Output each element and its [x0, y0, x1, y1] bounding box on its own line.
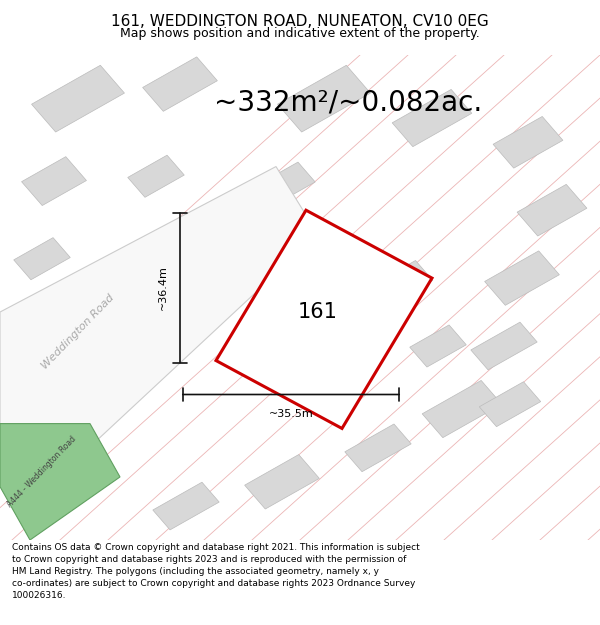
Text: ~332m²/~0.082ac.: ~332m²/~0.082ac.	[214, 89, 482, 117]
Polygon shape	[471, 322, 537, 370]
Polygon shape	[517, 184, 587, 236]
Polygon shape	[278, 65, 370, 132]
Text: Contains OS data © Crown copyright and database right 2021. This information is : Contains OS data © Crown copyright and d…	[12, 542, 420, 600]
Polygon shape	[185, 226, 247, 271]
Text: ~36.4m: ~36.4m	[158, 266, 168, 310]
Text: A444 - Weddington Road: A444 - Weddington Road	[6, 435, 78, 509]
Polygon shape	[216, 210, 432, 429]
Text: Map shows position and indicative extent of the property.: Map shows position and indicative extent…	[120, 27, 480, 39]
Polygon shape	[128, 155, 184, 198]
Polygon shape	[345, 424, 411, 472]
Polygon shape	[485, 251, 559, 306]
Polygon shape	[392, 89, 472, 147]
Text: 161, WEDDINGTON ROAD, NUNEATON, CV10 0EG: 161, WEDDINGTON ROAD, NUNEATON, CV10 0EG	[111, 14, 489, 29]
Polygon shape	[14, 238, 70, 280]
Polygon shape	[422, 381, 502, 438]
Polygon shape	[410, 325, 466, 367]
Polygon shape	[249, 162, 315, 210]
Text: Weddington Road: Weddington Road	[40, 292, 116, 371]
Polygon shape	[22, 157, 86, 206]
Polygon shape	[32, 65, 124, 132]
Text: ~35.5m: ~35.5m	[269, 409, 313, 419]
Polygon shape	[267, 235, 333, 282]
Polygon shape	[0, 166, 318, 491]
Polygon shape	[0, 424, 120, 540]
Polygon shape	[153, 482, 219, 530]
Polygon shape	[493, 116, 563, 168]
Polygon shape	[107, 309, 169, 354]
Polygon shape	[479, 382, 541, 427]
Polygon shape	[245, 454, 319, 509]
Text: 161: 161	[298, 302, 338, 322]
Polygon shape	[371, 261, 433, 306]
Polygon shape	[143, 57, 217, 111]
